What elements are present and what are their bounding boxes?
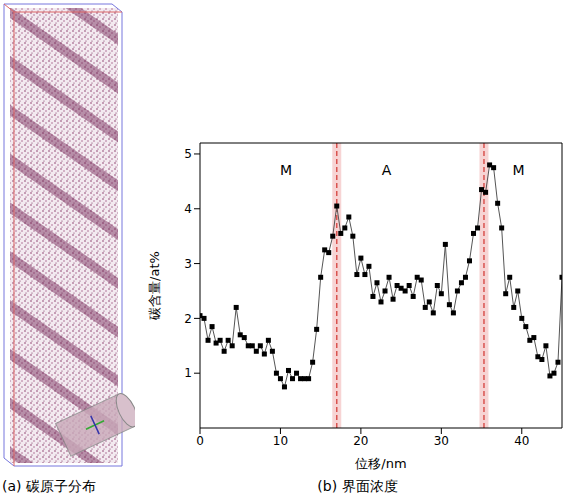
html-text:(a) 碳原子分布: (a) 碳原子分布: [2, 478, 96, 494]
svg-text:30: 30: [434, 434, 449, 448]
html-text:(b) 界面浓度: (b) 界面浓度: [317, 478, 398, 494]
svg-text:2: 2: [184, 312, 192, 326]
svg-text:4: 4: [184, 202, 192, 216]
svg-text:A: A: [382, 162, 392, 178]
svg-text:碳含量/at%: 碳含量/at%: [147, 251, 162, 321]
svg-text:3: 3: [184, 257, 192, 271]
svg-text:20: 20: [353, 434, 368, 448]
svg-text:M: M: [513, 162, 525, 178]
svg-text:M: M: [280, 162, 292, 178]
svg-text:位移/nm: 位移/nm: [355, 456, 406, 470]
svg-text:5: 5: [184, 147, 192, 161]
svg-text:10: 10: [273, 434, 288, 448]
svg-text:40: 40: [514, 434, 529, 448]
svg-text:1: 1: [184, 366, 192, 380]
svg-text:0: 0: [196, 434, 204, 448]
